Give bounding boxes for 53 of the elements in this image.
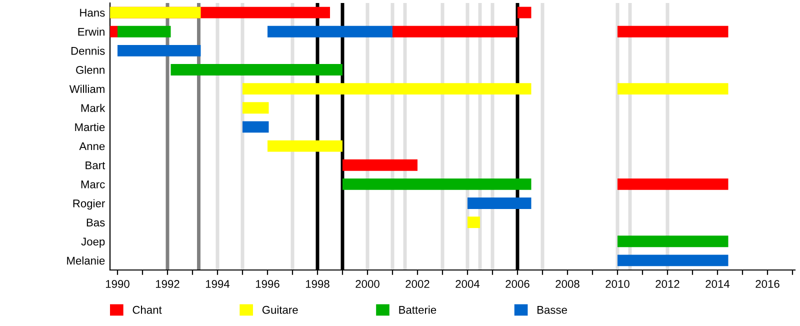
bar: [518, 6, 532, 18]
bar: [618, 178, 728, 190]
x-tick-label: 2010: [606, 280, 630, 288]
y-tick-label: Marc: [81, 180, 105, 188]
legend-label: Guitare: [262, 306, 298, 314]
bar: [392, 26, 518, 38]
x-tick-label: 2002: [406, 280, 430, 288]
legend-label: Batterie: [399, 306, 436, 314]
bar: [268, 26, 392, 38]
x-tick-label: 2006: [506, 280, 530, 288]
x-tick-label: 1996: [256, 280, 280, 288]
x-tick-label: 2004: [456, 280, 480, 288]
x-tick-label: 2008: [556, 280, 580, 288]
y-tick-label: Dennis: [71, 46, 105, 55]
y-tick-label: Joep: [81, 238, 105, 248]
legend-label: Chant: [132, 306, 162, 314]
x-tick-label: 2012: [656, 280, 680, 288]
bar: [468, 198, 532, 209]
bar: [618, 26, 728, 38]
y-tick-label: Anne: [79, 142, 105, 150]
bar: [618, 254, 728, 266]
bar: [110, 26, 118, 38]
y-tick-label: Bas: [86, 218, 105, 226]
bar: [268, 140, 342, 152]
x-tick-label: 1990: [106, 280, 130, 288]
bar: [242, 83, 532, 95]
bar: [342, 159, 418, 171]
y-tick-label: Martie: [75, 122, 105, 132]
y-tick-label: Rogier: [73, 199, 105, 210]
bar: [242, 121, 269, 133]
bar: [468, 216, 480, 228]
y-tick-label: William: [69, 84, 104, 93]
bar: [342, 178, 532, 190]
x-tick-label: 2000: [356, 280, 380, 288]
x-tick-label: 1992: [156, 280, 180, 288]
bar: [618, 83, 728, 95]
x-tick-label: 1994: [206, 280, 230, 288]
bar: [170, 64, 342, 76]
bar: [118, 44, 201, 56]
bar: [118, 26, 171, 38]
bar: [110, 6, 201, 18]
y-tick-label: Bart: [86, 161, 106, 170]
bar: [242, 102, 269, 114]
y-tick-label: Glenn: [76, 66, 104, 74]
y-tick-label: Melanie: [67, 256, 105, 265]
y-tick-label: Mark: [81, 104, 106, 112]
legend-label: Basse: [538, 306, 567, 314]
x-tick-label: 2014: [706, 280, 730, 288]
y-tick-label: Erwin: [78, 28, 104, 36]
y-tick-label: Hans: [80, 8, 105, 17]
x-tick-label: 2016: [756, 280, 780, 288]
x-tick-label: 1998: [306, 280, 330, 288]
bar: [618, 236, 728, 248]
